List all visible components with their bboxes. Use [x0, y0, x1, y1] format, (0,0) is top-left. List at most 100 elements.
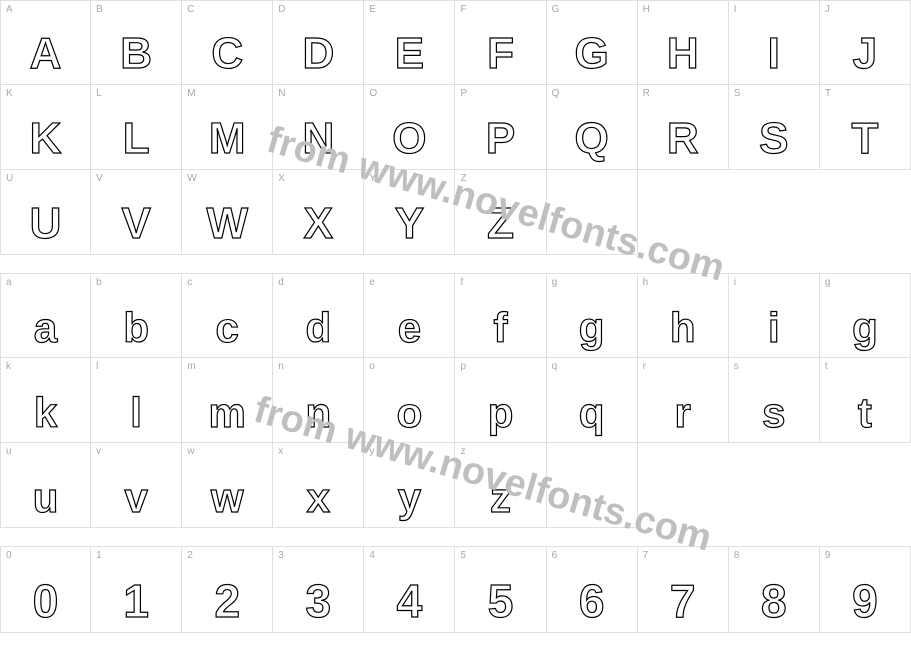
glyph: O: [392, 117, 426, 161]
glyph: 5: [488, 578, 514, 624]
cell-label: k: [6, 361, 11, 372]
cell-label: l: [96, 361, 98, 372]
glyph-cell: vv: [91, 443, 182, 528]
cell-label: s: [734, 361, 739, 372]
glyph-cell: aa: [0, 273, 91, 358]
glyph-cell: 77: [638, 546, 729, 633]
cell-label: m: [187, 361, 195, 372]
glyph-cell: LL: [91, 85, 182, 170]
glyph: 9: [852, 578, 878, 624]
cell-label: T: [825, 88, 831, 99]
glyph-cell: tt: [820, 358, 911, 443]
cell-label: X: [278, 173, 285, 184]
glyph-cell: ss: [729, 358, 820, 443]
cell-label: u: [6, 446, 12, 457]
glyph: Y: [395, 202, 424, 246]
cell-label: G: [552, 4, 560, 15]
glyph: k: [34, 392, 57, 434]
cell-label: 3: [278, 550, 284, 561]
glyph-row: kkllmmnnooppqqrrsstt: [0, 358, 911, 443]
cell-label: o: [369, 361, 375, 372]
glyph: a: [34, 307, 57, 349]
cell-label: E: [369, 4, 376, 15]
cell-label: N: [278, 88, 285, 99]
glyph-cell: oo: [364, 358, 455, 443]
glyph-cell: ll: [91, 358, 182, 443]
cell-label: g: [825, 277, 831, 288]
glyph-cell: OO: [364, 85, 455, 170]
cell-label: d: [278, 277, 284, 288]
glyph: n: [306, 392, 332, 434]
glyph-cell: 55: [455, 546, 546, 633]
glyph: o: [397, 392, 423, 434]
glyph-cell: mm: [182, 358, 273, 443]
glyph: L: [123, 117, 150, 161]
cell-label: B: [96, 4, 103, 15]
glyph-cell: 88: [729, 546, 820, 633]
glyph: H: [667, 32, 699, 76]
glyph: z: [490, 477, 511, 519]
cell-label: Q: [552, 88, 560, 99]
glyph-cell: ZZ: [455, 170, 546, 255]
glyph: Q: [574, 117, 608, 161]
glyph-row: 00112233445566778899: [0, 546, 911, 633]
glyph: y: [398, 477, 421, 519]
glyph: A: [30, 32, 62, 76]
glyph: 8: [761, 578, 787, 624]
glyph-cell: XX: [273, 170, 364, 255]
cell-label: x: [278, 446, 283, 457]
glyph: M: [209, 117, 246, 161]
cell-label: D: [278, 4, 285, 15]
cell-label: 4: [369, 550, 375, 561]
glyph: K: [30, 117, 62, 161]
glyph-cell: rr: [638, 358, 729, 443]
glyph: 7: [670, 578, 696, 624]
cell-label: L: [96, 88, 102, 99]
glyph-cell: zz: [455, 443, 546, 528]
cell-label: 8: [734, 550, 740, 561]
glyph: e: [398, 307, 421, 349]
glyph-cell: nn: [273, 358, 364, 443]
glyph-cell: pp: [455, 358, 546, 443]
cell-label: 7: [643, 550, 649, 561]
glyph-cell: UU: [0, 170, 91, 255]
cell-label: z: [460, 446, 465, 457]
glyph-cell: qq: [547, 358, 638, 443]
glyph: F: [487, 32, 514, 76]
font-character-map: AABBCCDDEEFFGGHHIIJJKKLLMMNNOOPPQQRRSSTT…: [0, 0, 911, 668]
glyph: d: [306, 307, 332, 349]
glyph-cell: YY: [364, 170, 455, 255]
glyph: w: [211, 477, 244, 519]
glyph-cell: ii: [729, 273, 820, 358]
cell-label: v: [96, 446, 101, 457]
glyph-cell: II: [729, 0, 820, 85]
glyph: E: [395, 32, 424, 76]
glyph: C: [211, 32, 243, 76]
glyph: S: [759, 117, 788, 161]
glyph-cell: RR: [638, 85, 729, 170]
glyph-cell: xx: [273, 443, 364, 528]
cell-label: 2: [187, 550, 193, 561]
glyph-cell: FF: [455, 0, 546, 85]
glyph: s: [762, 392, 785, 434]
glyph: c: [216, 307, 239, 349]
cell-label: c: [187, 277, 192, 288]
glyph-cell: NN: [273, 85, 364, 170]
cell-label: b: [96, 277, 102, 288]
glyph: g: [852, 307, 878, 349]
glyph-cell: QQ: [547, 85, 638, 170]
glyph: 2: [214, 578, 240, 624]
glyph-cell: 00: [0, 546, 91, 633]
cell-label: w: [187, 446, 194, 457]
glyph-cell: 66: [547, 546, 638, 633]
glyph-cell: ff: [455, 273, 546, 358]
glyph-cell: bb: [91, 273, 182, 358]
glyph-cell: yy: [364, 443, 455, 528]
cell-label: r: [643, 361, 646, 372]
glyph-cell: DD: [273, 0, 364, 85]
cell-label: F: [460, 4, 466, 15]
glyph-cell: kk: [0, 358, 91, 443]
glyph: P: [486, 117, 515, 161]
glyph: f: [494, 307, 508, 349]
glyph-cell: hh: [638, 273, 729, 358]
